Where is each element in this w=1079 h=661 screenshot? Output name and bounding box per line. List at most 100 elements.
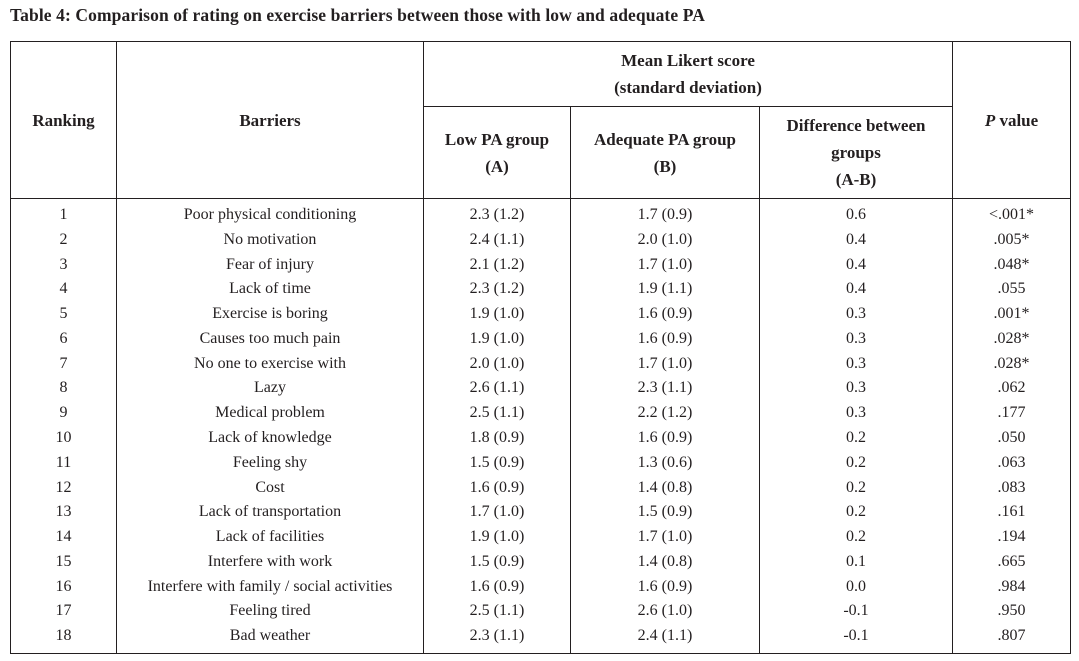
cell-barrier: Fear of injury xyxy=(116,252,424,278)
table-row: 3 Fear of injury 2.1 (1.2) 1.7 (1.0) 0.4.048… xyxy=(10,252,1071,278)
cell-ranking: 5 xyxy=(10,302,117,327)
table-row: 14 Lack of facilities 1.9 (1.0) 1.7 (1.0) 0.… xyxy=(10,524,1071,550)
cell-ranking: 16 xyxy=(10,574,117,600)
table-row: 4 Lack of time 2.3 (1.2) 1.9 (1.1) 0.4.055 xyxy=(10,277,1071,303)
cell-barrier: Lack of time xyxy=(116,277,424,303)
cell-adequate-pa: 1.7 (1.0) xyxy=(570,252,760,278)
cell-low-pa: 2.3 (1.1) xyxy=(423,624,571,654)
cell-adequate-pa: 1.6 (0.9) xyxy=(570,574,760,600)
cell-barrier: Lack of facilities xyxy=(116,524,424,550)
cell-p-value: .665 xyxy=(952,549,1071,575)
cell-p-value: .048* xyxy=(952,252,1071,278)
cell-barrier: Lazy xyxy=(116,376,424,402)
cell-barrier: Exercise is boring xyxy=(116,302,424,327)
table-row: 11 Feeling shy 1.5 (0.9) 1.3 (0.6) 0.2.063 xyxy=(10,450,1071,476)
cell-low-pa: 1.9 (1.0) xyxy=(423,302,571,327)
cell-difference: 0.2 xyxy=(759,475,953,501)
cell-low-pa: 1.9 (1.0) xyxy=(423,326,571,352)
cell-ranking: 12 xyxy=(10,475,117,501)
cell-adequate-pa: 1.7 (0.9) xyxy=(570,198,760,228)
cell-difference: 0.4 xyxy=(759,252,953,278)
table-row: 2 No motivation 2.4 (1.1) 2.0 (1.0) 0.4.005* xyxy=(10,227,1071,253)
header-p-value: P value xyxy=(952,41,1071,199)
header-ranking: Ranking xyxy=(10,41,117,199)
cell-difference: 0.4 xyxy=(759,227,953,253)
cell-barrier: Lack of knowledge xyxy=(116,425,424,451)
header-low-pa: Low PA group (A) xyxy=(423,106,571,199)
header-p-italic: P xyxy=(984,110,996,130)
cell-low-pa: 2.1 (1.2) xyxy=(423,252,571,278)
cell-adequate-pa: 1.9 (1.1) xyxy=(570,277,760,303)
cell-low-pa: 1.7 (1.0) xyxy=(423,500,571,525)
table-row: 10 Lack of knowledge 1.8 (0.9) 1.6 (0.9) 0.2… xyxy=(10,425,1071,451)
cell-p-value: .050 xyxy=(952,425,1071,451)
cell-p-value: .177 xyxy=(952,401,1071,426)
cell-difference: 0.3 xyxy=(759,302,953,327)
cell-adequate-pa: 1.7 (1.0) xyxy=(570,524,760,550)
table-row: 18 Bad weather 2.3 (1.1) 2.4 (1.1) -0.1.807 xyxy=(10,624,1071,654)
cell-barrier: Cost xyxy=(116,475,424,501)
table-row: 9 Medical problem 2.5 (1.1) 2.2 (1.2) 0.3.17… xyxy=(10,401,1071,426)
cell-adequate-pa: 1.7 (1.0) xyxy=(570,351,760,377)
header-adequate-pa-line2: (B) xyxy=(653,156,677,176)
cell-p-value: .055 xyxy=(952,277,1071,303)
cell-difference: 0.2 xyxy=(759,450,953,476)
table-row: 8 Lazy 2.6 (1.1) 2.3 (1.1) 0.3.062 xyxy=(10,376,1071,402)
cell-difference: 0.1 xyxy=(759,549,953,575)
cell-p-value: .028* xyxy=(952,351,1071,377)
cell-difference: 0.4 xyxy=(759,277,953,303)
cell-difference: -0.1 xyxy=(759,624,953,654)
cell-difference: 0.6 xyxy=(759,198,953,228)
cell-adequate-pa: 2.0 (1.0) xyxy=(570,227,760,253)
cell-low-pa: 2.0 (1.0) xyxy=(423,351,571,377)
cell-p-value: .028* xyxy=(952,326,1071,352)
cell-ranking: 15 xyxy=(10,549,117,575)
cell-ranking: 13 xyxy=(10,500,117,525)
cell-barrier: Feeling shy xyxy=(116,450,424,476)
table-row: 15 Interfere with work 1.5 (0.9) 1.4 (0.8) 0… xyxy=(10,549,1071,575)
cell-p-value: .950 xyxy=(952,599,1071,625)
cell-low-pa: 1.9 (1.0) xyxy=(423,524,571,550)
header-difference: Difference between groups (A-B) xyxy=(759,106,953,199)
cell-barrier: Causes too much pain xyxy=(116,326,424,352)
cell-low-pa: 1.6 (0.9) xyxy=(423,574,571,600)
header-mean-likert-group: Mean Likert score (standard deviation) xyxy=(423,41,953,107)
cell-low-pa: 1.5 (0.9) xyxy=(423,549,571,575)
header-p-rest: value xyxy=(995,110,1039,130)
header-mean-likert-line1: Mean Likert score xyxy=(621,51,755,70)
cell-barrier: Medical problem xyxy=(116,401,424,426)
cell-adequate-pa: 2.2 (1.2) xyxy=(570,401,760,426)
cell-low-pa: 2.5 (1.1) xyxy=(423,599,571,625)
table-row: 16 Interfere with family / social activit… xyxy=(10,574,1071,600)
cell-ranking: 11 xyxy=(10,450,117,476)
cell-barrier: Poor physical conditioning xyxy=(116,198,424,228)
header-adequate-pa-line1: Adequate PA group xyxy=(593,129,736,149)
cell-ranking: 14 xyxy=(10,524,117,550)
cell-p-value: .005* xyxy=(952,227,1071,253)
header-adequate-pa: Adequate PA group (B) xyxy=(570,106,760,199)
cell-p-value: .062 xyxy=(952,376,1071,402)
cell-difference: 0.3 xyxy=(759,401,953,426)
cell-ranking: 1 xyxy=(10,198,117,228)
cell-difference: 0.3 xyxy=(759,326,953,352)
cell-barrier: Lack of transportation xyxy=(116,500,424,525)
cell-adequate-pa: 1.6 (0.9) xyxy=(570,425,760,451)
table-row: 1 Poor physical conditioning 2.3 (1.2) 1.7 … xyxy=(10,198,1071,228)
cell-ranking: 7 xyxy=(10,351,117,377)
header-difference-line2: groups xyxy=(831,143,881,162)
cell-barrier: Bad weather xyxy=(116,624,424,654)
cell-p-value: .161 xyxy=(952,500,1071,525)
table-row: 6 Causes too much pain 1.9 (1.0) 1.6 (0.9) 0… xyxy=(10,326,1071,352)
cell-ranking: 10 xyxy=(10,425,117,451)
table-row: 5 Exercise is boring 1.9 (1.0) 1.6 (0.9) 0.3… xyxy=(10,302,1071,327)
cell-difference: 0.0 xyxy=(759,574,953,600)
cell-p-value: <.001* xyxy=(952,198,1071,228)
cell-barrier: Feeling tired xyxy=(116,599,424,625)
cell-p-value: .807 xyxy=(952,624,1071,654)
cell-ranking: 9 xyxy=(10,401,117,426)
cell-difference: 0.2 xyxy=(759,425,953,451)
cell-low-pa: 2.6 (1.1) xyxy=(423,376,571,402)
cell-difference: 0.3 xyxy=(759,351,953,377)
cell-p-value: .984 xyxy=(952,574,1071,600)
cell-adequate-pa: 1.5 (0.9) xyxy=(570,500,760,525)
